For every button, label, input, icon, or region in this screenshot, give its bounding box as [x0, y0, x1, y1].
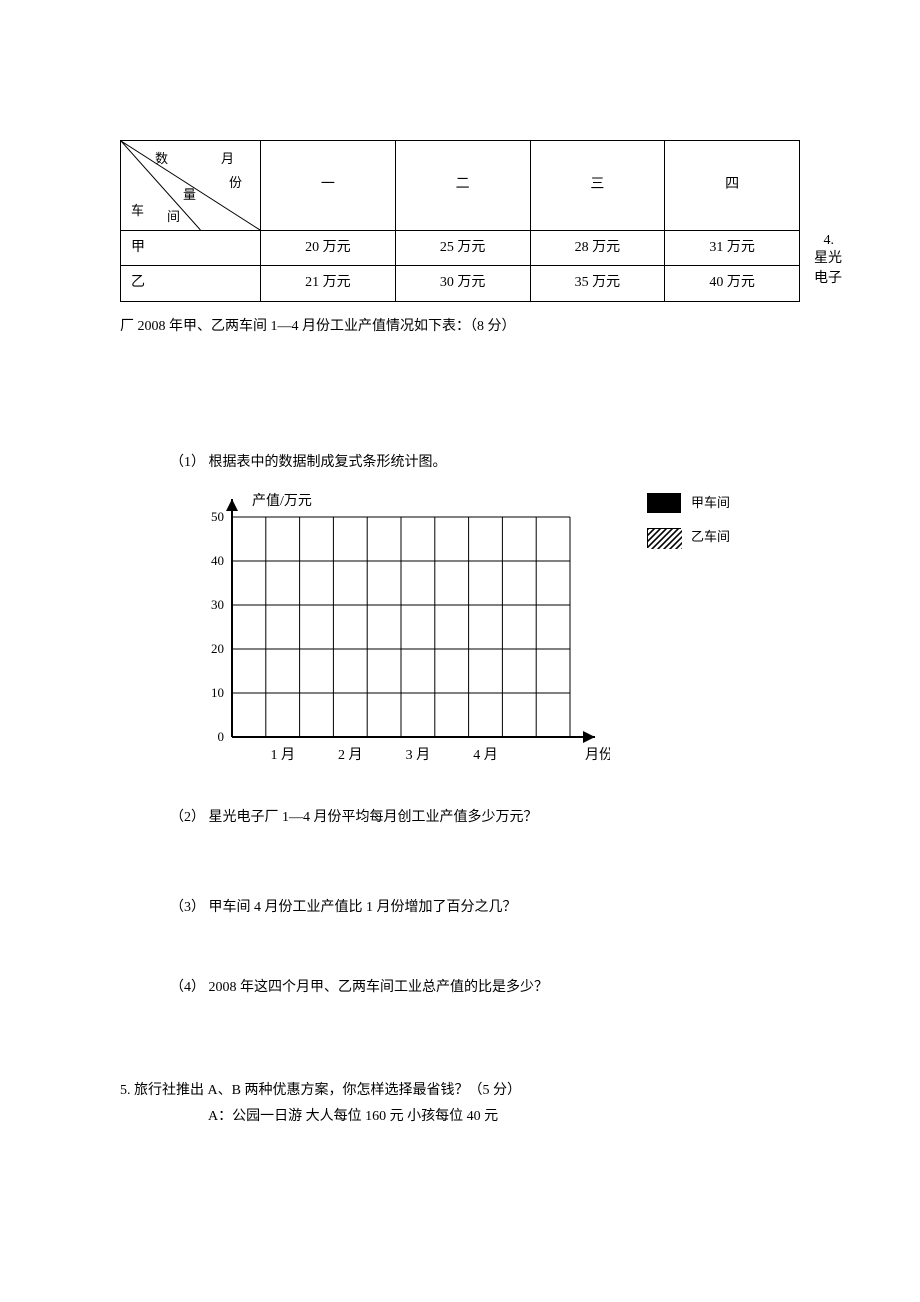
- production-table: 数 月 份 量 车 间 一 二 三 四 甲 20 万元 25 万元 28 万元 …: [120, 140, 800, 302]
- svg-text:50: 50: [211, 509, 224, 524]
- hdr-yue: 月: [221, 149, 234, 170]
- data-table-wrap: 数 月 份 量 车 间 一 二 三 四 甲 20 万元 25 万元 28 万元 …: [120, 140, 800, 302]
- row-yi: 乙: [121, 266, 261, 301]
- svg-text:月份: 月份: [585, 747, 610, 763]
- col-4: 四: [665, 141, 800, 231]
- svg-text:4 月: 4 月: [473, 747, 498, 763]
- col-2: 二: [395, 141, 530, 231]
- chart-svg: 0 10 20 30 40 50 产值/万元月份 1 月 2 月 3 月 4 月: [190, 485, 610, 775]
- cell-jia-4: 31 万元: [665, 231, 800, 266]
- q5-line2: A：公园一日游 大人每位 160 元 小孩每位 40 元: [208, 1106, 800, 1128]
- col-3: 三: [530, 141, 665, 231]
- q3-text: （3） 甲车间 4 月份工业产值比 1 月份增加了百分之几？: [170, 897, 800, 919]
- side-l2: 电子: [814, 268, 842, 290]
- bar-chart: 01020304050产值/万元月份1 月2 月3 月4 月 甲车间 乙车间: [190, 485, 710, 795]
- table-diagonal-header: 数 月 份 量 车 间: [121, 141, 261, 231]
- svg-text:产值/万元: 产值/万元: [252, 493, 312, 509]
- svg-text:30: 30: [211, 597, 224, 612]
- row-jia: 甲: [121, 231, 261, 266]
- cell-yi-4: 40 万元: [665, 266, 800, 301]
- legend-swatch-hatch: [647, 528, 681, 548]
- chart-legend: 甲车间 乙车间: [647, 493, 730, 563]
- hdr-liang: 量: [183, 185, 196, 206]
- cell-jia-1: 20 万元: [261, 231, 396, 266]
- svg-text:0: 0: [218, 729, 225, 744]
- svg-text:1 月: 1 月: [270, 747, 295, 763]
- svg-text:3 月: 3 月: [406, 747, 431, 763]
- legend-swatch-solid: [647, 493, 681, 513]
- cell-yi-2: 30 万元: [395, 266, 530, 301]
- hdr-jian: 间: [167, 207, 180, 228]
- svg-text:2 月: 2 月: [338, 747, 363, 763]
- svg-text:20: 20: [211, 641, 224, 656]
- q1-text: （1） 根据表中的数据制成复式条形统计图。: [170, 452, 800, 474]
- q2-text: （2） 星光电子厂 1—4 月份平均每月创工业产值多少万元？: [170, 807, 800, 829]
- legend-row-jia: 甲车间: [647, 493, 730, 514]
- cell-jia-2: 25 万元: [395, 231, 530, 266]
- svg-text:10: 10: [211, 685, 224, 700]
- svg-text:40: 40: [211, 553, 224, 568]
- hdr-fen: 份: [229, 173, 242, 194]
- intro-text: 厂 2008 年甲、乙两车间 1—4 月份工业产值情况如下表：（8 分）: [120, 316, 800, 338]
- cell-yi-3: 35 万元: [530, 266, 665, 301]
- legend-row-yi: 乙车间: [647, 527, 730, 548]
- hdr-shu: 数: [155, 149, 168, 170]
- cell-jia-3: 28 万元: [530, 231, 665, 266]
- cell-yi-1: 21 万元: [261, 266, 396, 301]
- legend-label-yi: 乙车间: [691, 527, 730, 548]
- legend-label-jia: 甲车间: [691, 493, 730, 514]
- col-1: 一: [261, 141, 396, 231]
- q5-line1: 5. 旅行社推出 A、B 两种优惠方案，你怎样选择最省钱？（5 分）: [120, 1080, 800, 1102]
- q4-text: （4） 2008 年这四个月甲、乙两车间工业总产值的比是多少？: [170, 977, 800, 999]
- hdr-che: 车: [131, 201, 144, 222]
